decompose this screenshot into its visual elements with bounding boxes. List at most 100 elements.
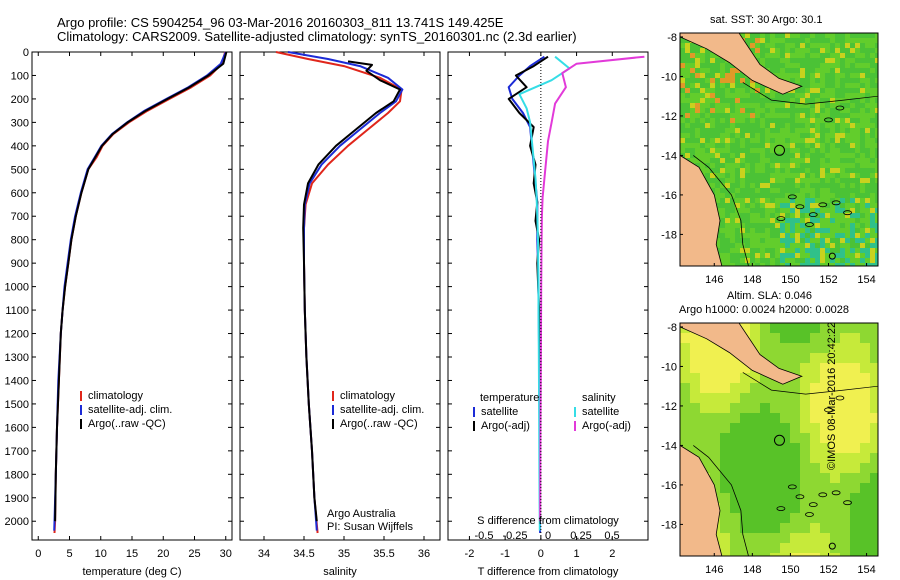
sst-map-cell (785, 153, 790, 158)
sla-map-cell (810, 553, 820, 556)
sst-map-cell (805, 203, 810, 208)
sst-map-cell (780, 108, 785, 113)
sst-map-cell (845, 113, 850, 118)
sst-map-cell (810, 63, 815, 68)
sst-map-cell (695, 103, 700, 108)
temperature-frame (31, 51, 233, 541)
sst-map-cell (775, 238, 780, 243)
sst-map-cell (850, 143, 855, 148)
sst-map-cell (705, 178, 710, 183)
sst-map-cell (780, 208, 785, 213)
sst-map-cell (735, 183, 740, 188)
sst-map-cell (875, 78, 878, 83)
sst-map-cell (720, 203, 725, 208)
sst-map-cell (855, 253, 860, 258)
sst-map-cell (855, 118, 860, 123)
sla-map-cell (700, 343, 710, 353)
sst-map-frame (679, 32, 879, 267)
sst-map-cell (700, 128, 705, 133)
sst-map-cell (870, 243, 875, 248)
sst-map-cell (830, 198, 835, 203)
sst-map-cell (855, 123, 860, 128)
sst-map-cell (755, 248, 760, 253)
sst-map-cell (860, 58, 865, 63)
sst-map-cell (835, 248, 840, 253)
sst-map-cell (800, 43, 805, 48)
sst-map-cell (735, 148, 740, 153)
sst-map-cell (780, 263, 785, 266)
sst-map-cell (770, 173, 775, 178)
sst-map-cell (740, 113, 745, 118)
sst-map-cell (765, 48, 770, 53)
sla-map-cell (820, 353, 830, 363)
sst-map-cell (775, 158, 780, 163)
sst-map-cell (685, 83, 690, 88)
sla-map-cell (770, 383, 780, 393)
sst-map-cell (820, 163, 825, 168)
sst-map-cell (770, 133, 775, 138)
sst-map-cell (865, 113, 870, 118)
sst-map-cell (755, 83, 760, 88)
sst-map-cell (790, 153, 795, 158)
sla-map-xtick-label: 146 (705, 564, 723, 576)
sst-map-cell (765, 188, 770, 193)
sst-map-cell (800, 48, 805, 53)
sst-map-cell (735, 123, 740, 128)
sla-map-cell (740, 403, 750, 413)
sst-map-cell (690, 53, 695, 58)
sst-map-cell (745, 213, 750, 218)
sst-map-ytick-label: -12 (661, 111, 677, 123)
sst-map-cell (700, 73, 705, 78)
sst-map-cell (730, 113, 735, 118)
sst-map-cell (765, 263, 770, 266)
sst-map-cell (815, 218, 820, 223)
sst-map-cell (730, 213, 735, 218)
sla-map-cell (810, 523, 820, 533)
sst-map-cell (820, 33, 825, 38)
sst-map-cell (815, 178, 820, 183)
sst-map-cell (770, 248, 775, 253)
sst-map-cell (765, 118, 770, 123)
sst-map-cell (875, 113, 878, 118)
sst-map-cell (705, 63, 710, 68)
sst-map-cell (780, 113, 785, 118)
temperature-series-line (54, 51, 228, 522)
sst-map-cell (820, 48, 825, 53)
sst-map-cell (775, 163, 780, 168)
sst-map-cell (825, 43, 830, 48)
sla-map-cell (750, 513, 760, 523)
sst-map-cell (820, 238, 825, 243)
sst-map-cell (840, 133, 845, 138)
sst-map-cell (770, 48, 775, 53)
sst-map-cell (700, 158, 705, 163)
sst-map-cell (720, 143, 725, 148)
sla-map-cell (850, 513, 860, 523)
sst-map-cell (740, 193, 745, 198)
sst-map-cell (785, 183, 790, 188)
sst-map-cell (755, 238, 760, 243)
sst-map-cell (835, 228, 840, 233)
sst-map-cell (785, 98, 790, 103)
sst-map-xtick-label: 150 (781, 274, 799, 286)
sst-map-cell (820, 153, 825, 158)
sst-map-cell (700, 83, 705, 88)
sst-map-cell (820, 63, 825, 68)
sst-map-cell (805, 188, 810, 193)
sst-map-cell (860, 63, 865, 68)
sla-map-cell (710, 353, 720, 363)
sla-map-cell (680, 413, 690, 423)
sst-map-cell (790, 168, 795, 173)
sst-map-cell (785, 53, 790, 58)
sst-map-cell (725, 248, 730, 253)
depth-tick-label: 600 (11, 188, 29, 200)
sst-map-cell (740, 233, 745, 238)
sst-map-cell (740, 103, 745, 108)
sst-map-cell (810, 48, 815, 53)
sst-map-cell (735, 93, 740, 98)
sst-map-cell (730, 158, 735, 163)
sst-map-cell (830, 203, 835, 208)
sst-map-cell (830, 33, 835, 38)
sst-map-cell (800, 88, 805, 93)
sst-map-cell (850, 103, 855, 108)
sla-map-cell (700, 383, 710, 393)
